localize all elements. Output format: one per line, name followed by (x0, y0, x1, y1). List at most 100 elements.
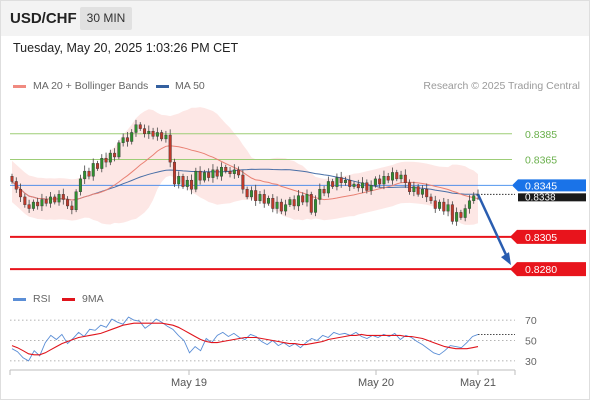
candle-body (442, 201, 446, 212)
candle-body (446, 204, 450, 212)
candle (395, 169, 399, 182)
candle-body (168, 134, 172, 163)
candle-body (130, 132, 134, 142)
candle (224, 164, 228, 174)
rsi-ma-legend-swatch (62, 298, 75, 301)
candle-body (70, 205, 74, 211)
ma50-legend-label: MA 50 (175, 80, 205, 92)
level-tag-0-8345 (512, 179, 586, 192)
candle (472, 192, 476, 204)
candle (130, 129, 134, 145)
candle-body (181, 176, 185, 187)
candle (113, 148, 117, 162)
candle-body (74, 191, 78, 211)
candle (87, 167, 91, 180)
candle-body (271, 198, 275, 209)
candle-body (215, 169, 219, 177)
credit-text: Research © 2025 Trading Central (423, 80, 580, 92)
candle (245, 186, 249, 200)
candle-body (61, 194, 65, 200)
candle (262, 189, 266, 208)
rsi-legend-label: RSI (33, 293, 51, 305)
candle-body (117, 142, 121, 158)
candle (74, 189, 78, 213)
candle-body (267, 198, 270, 204)
candle-body (326, 181, 330, 194)
candle-body (224, 167, 228, 172)
candle (309, 191, 313, 215)
candle-body (134, 124, 138, 133)
candle-body (53, 196, 57, 203)
candle (339, 171, 343, 188)
candle-body (335, 177, 339, 187)
candle-body (288, 199, 292, 205)
candle-body (296, 195, 300, 207)
candle (151, 127, 155, 140)
candle (361, 177, 365, 194)
candle-body (279, 201, 283, 212)
candle-body (433, 200, 437, 209)
candle (96, 160, 99, 171)
candle-body (254, 190, 258, 201)
candle-body (78, 178, 82, 192)
forecast-arrow-shaft (476, 193, 510, 260)
rsi-tick-label-30: 30 (525, 356, 537, 368)
rsi-legend-swatch (13, 298, 26, 301)
ma20-line (11, 145, 479, 201)
current-price-tag (518, 193, 586, 202)
candle (386, 172, 390, 184)
candle (237, 166, 241, 179)
candle (40, 193, 44, 212)
candle-body (207, 172, 211, 178)
rsi-panel: 30 50 70 (10, 315, 537, 368)
candle (365, 179, 369, 194)
candle-body (104, 158, 108, 163)
symbol-title: USD/CHF (10, 10, 77, 27)
candle (228, 167, 232, 178)
candle (450, 201, 454, 225)
candles-layer (10, 119, 480, 226)
candle (117, 140, 121, 160)
candle (348, 175, 352, 192)
candle (100, 154, 104, 173)
candle (177, 171, 181, 189)
candle-body (121, 137, 125, 143)
candle-body (228, 170, 232, 174)
candle-body (450, 204, 454, 222)
candle (198, 166, 202, 185)
candle-body (27, 204, 31, 209)
candle (241, 170, 245, 194)
candle (172, 158, 176, 188)
candle (301, 192, 305, 206)
candle-body (373, 178, 377, 186)
candle-body (262, 194, 266, 204)
candle-body (331, 181, 335, 187)
candle-body (301, 195, 305, 203)
candle-body (10, 176, 14, 182)
level-label-0-8280: 0.8280 (525, 264, 557, 276)
candle-body (57, 194, 61, 203)
candle-body (143, 128, 147, 134)
candle (391, 167, 394, 185)
timeframe-badge[interactable]: 30 MIN (80, 7, 132, 30)
candle (258, 190, 262, 204)
candle (442, 197, 446, 215)
timestamp: Tuesday, May 20, 2025 1:03:26 PM CET (13, 41, 239, 55)
candle (412, 181, 416, 197)
candle (61, 188, 65, 205)
candle-body (83, 170, 87, 180)
candle (48, 192, 52, 208)
candle-body (438, 201, 442, 209)
candle (296, 189, 300, 212)
candle (356, 179, 360, 192)
candle (19, 183, 23, 203)
candle-body (220, 167, 223, 177)
candle-body (391, 172, 394, 181)
candle (211, 164, 215, 183)
candle (138, 122, 142, 131)
candle (10, 173, 14, 184)
candle (292, 195, 296, 210)
candle (249, 186, 253, 201)
candle-body (378, 178, 382, 185)
